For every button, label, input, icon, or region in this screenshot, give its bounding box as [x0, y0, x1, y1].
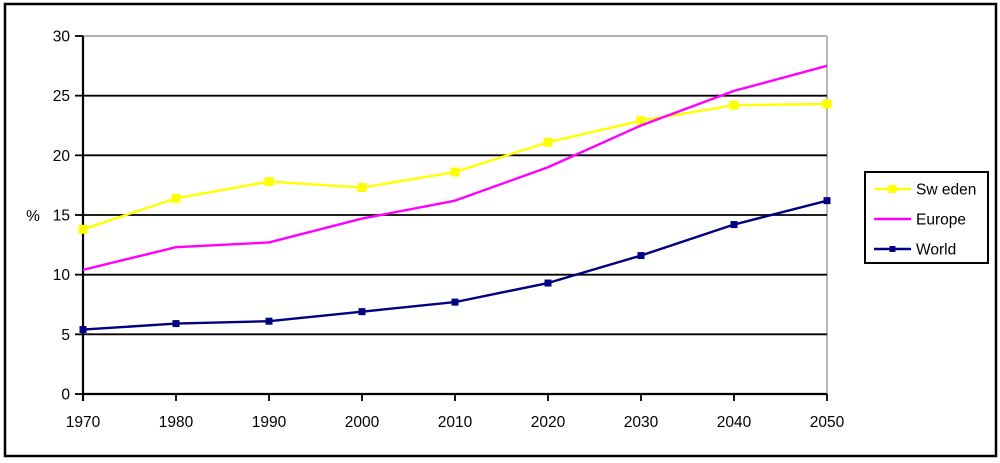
x-tick-label-1970: 1970: [66, 414, 101, 431]
y-tick-label-25: 25: [53, 88, 70, 105]
x-tick-label-2050: 2050: [810, 414, 845, 431]
series-marker-world-2010: [451, 298, 459, 306]
outer-border: [3, 2, 998, 458]
legend-marker-sweden: [888, 185, 897, 193]
y-tick-label-10: 10: [53, 267, 71, 284]
legend-marker-world: [889, 246, 896, 252]
series-marker-world-2050: [823, 197, 831, 205]
legend-label-sweden: Sw eden: [916, 182, 976, 199]
x-tick-label-2040: 2040: [717, 414, 752, 431]
x-tick-label-1990: 1990: [252, 414, 287, 431]
x-tick-label-1980: 1980: [159, 414, 194, 431]
series-marker-world-2000: [358, 308, 366, 316]
x-tick-label-2030: 2030: [624, 414, 659, 431]
y-tick-label-30: 30: [53, 29, 71, 46]
y-tick-label-15: 15: [53, 208, 70, 225]
series-marker-sweden-2020: [543, 137, 553, 147]
x-tick-label-2020: 2020: [531, 414, 566, 431]
series-marker-world-1990: [265, 317, 273, 325]
y-tick-label-5: 5: [61, 327, 70, 344]
legend-label-world: World: [916, 242, 956, 259]
series-marker-world-2020: [544, 279, 552, 287]
series-marker-sweden-1980: [171, 193, 181, 203]
series-marker-sweden-2040: [729, 100, 739, 110]
series-marker-sweden-1970: [78, 224, 88, 234]
x-tick-label-2010: 2010: [438, 414, 473, 431]
series-line-europe: [82, 64, 828, 272]
legend-label-europe: Europe: [916, 212, 966, 229]
series-marker-sweden-2000: [357, 183, 367, 193]
series-marker-sweden-1990: [264, 177, 274, 187]
series-line-sweden: [82, 102, 828, 231]
series-marker-world-1970: [79, 326, 87, 334]
x-tick-label-2000: 2000: [345, 414, 380, 431]
series-marker-sweden-2050: [822, 99, 832, 109]
series-marker-world-1980: [172, 320, 180, 328]
y-tick-label-0: 0: [61, 387, 70, 404]
y-axis-unit-label: %: [26, 208, 40, 225]
series-line-world: [82, 199, 828, 331]
y-tick-label-20: 20: [53, 148, 71, 165]
series-marker-sweden-2010: [450, 167, 460, 177]
series-marker-world-2040: [730, 221, 738, 229]
series-marker-world-2030: [637, 252, 645, 260]
